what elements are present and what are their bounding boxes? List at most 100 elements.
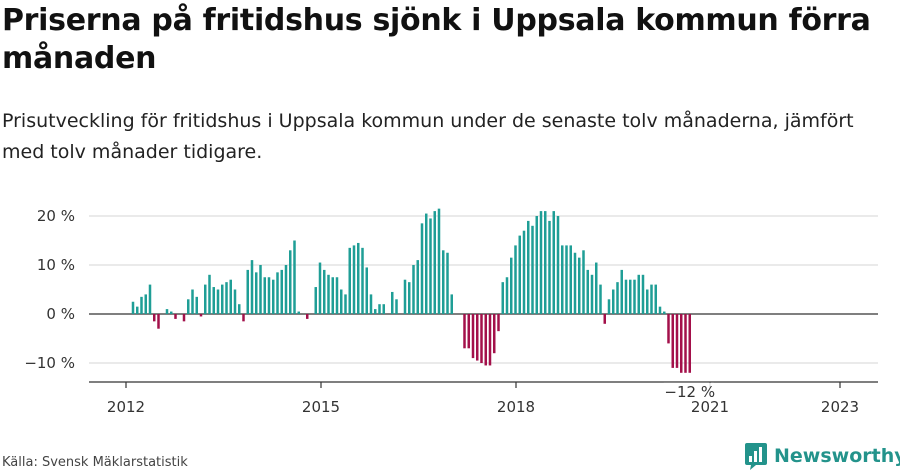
- bar: [599, 284, 602, 314]
- x-tick-label: 2018: [497, 398, 535, 416]
- last-value-label: −12 %: [664, 383, 715, 401]
- bar: [663, 311, 666, 314]
- bar: [165, 309, 169, 314]
- bar: [612, 289, 615, 314]
- bar: [246, 269, 249, 314]
- bar: [518, 235, 521, 314]
- bar: [450, 294, 453, 314]
- bar: [148, 284, 152, 314]
- bar: [314, 287, 317, 314]
- last-value-label-bg: [663, 382, 714, 400]
- bar: [374, 309, 377, 314]
- y-tick-label: 0 %: [46, 305, 75, 323]
- bar: [276, 272, 279, 314]
- bar: [637, 274, 640, 314]
- brand-name: Newsworthy: [774, 445, 900, 467]
- source-note: Källa: Svensk Mäklarstatistik: [2, 455, 188, 470]
- bar: [174, 314, 177, 319]
- newsworthy-logo-icon: [745, 443, 767, 470]
- bar: [340, 289, 343, 314]
- bar: [607, 299, 611, 314]
- bar: [242, 314, 245, 322]
- bar: [510, 257, 513, 314]
- bar: [225, 282, 228, 314]
- bar: [505, 277, 509, 314]
- bar: [565, 245, 568, 314]
- bar: [416, 260, 419, 314]
- bar: [522, 230, 526, 314]
- bar: [195, 296, 198, 314]
- bar: [595, 262, 598, 314]
- bar: [442, 250, 445, 314]
- bar: [267, 277, 271, 314]
- bar: [361, 247, 364, 314]
- bar: [403, 279, 407, 314]
- bar: [250, 260, 254, 314]
- bar: [199, 314, 203, 317]
- bar: [420, 223, 424, 314]
- bar: [318, 262, 322, 314]
- page-subtitle: Prisutveckling för fritidshus i Uppsala …: [2, 110, 854, 163]
- bar: [556, 216, 560, 314]
- bar: [531, 225, 534, 314]
- bar: [433, 211, 436, 314]
- bar: [327, 274, 330, 314]
- x-tick-label: 2021: [691, 398, 729, 416]
- y-tick-label: 20 %: [37, 207, 75, 225]
- bar: [293, 240, 296, 314]
- bar: [378, 304, 381, 314]
- bar: [408, 282, 411, 314]
- bar: [323, 269, 326, 314]
- bar: [357, 242, 360, 314]
- bar: [425, 213, 428, 314]
- bar: [187, 299, 190, 314]
- bar: [208, 274, 211, 314]
- bar: [476, 314, 479, 361]
- bar: [233, 289, 237, 314]
- bar: [369, 294, 373, 314]
- bar: [204, 284, 207, 314]
- bar: [624, 279, 628, 314]
- bar: [170, 311, 173, 314]
- bar: [255, 272, 258, 314]
- bar: [280, 269, 283, 314]
- bar: [259, 265, 262, 314]
- bar: [488, 314, 492, 366]
- y-tick-label: 10 %: [37, 256, 75, 274]
- bar: [501, 282, 504, 314]
- bar: [654, 284, 657, 314]
- bar: [191, 289, 194, 314]
- bar: [590, 274, 594, 314]
- bar: [658, 306, 662, 314]
- bar: [229, 279, 232, 314]
- bar: [527, 220, 530, 314]
- bar: [667, 314, 670, 344]
- bar: [688, 314, 691, 373]
- bar: [497, 314, 500, 332]
- bar: [153, 314, 156, 322]
- bar: [620, 269, 623, 314]
- page-title: Priserna på fritidshus sjönk i Uppsala k…: [2, 3, 871, 76]
- bar: [335, 277, 339, 314]
- brand-logo: Newsworthy: [744, 440, 900, 472]
- bar: [140, 296, 143, 314]
- bar: [680, 314, 683, 373]
- x-tick-label: 2012: [107, 398, 145, 416]
- bar: [131, 301, 135, 314]
- bar: [484, 314, 487, 366]
- bar: [573, 252, 577, 314]
- y-tick-label: −10 %: [24, 354, 75, 372]
- bar: [552, 211, 555, 314]
- bar: [391, 291, 394, 314]
- bar: [675, 314, 679, 368]
- bar: [395, 299, 398, 314]
- bar: [136, 306, 139, 314]
- bar: [561, 245, 564, 314]
- bar: [446, 252, 449, 314]
- bar: [650, 284, 653, 314]
- bar: [284, 265, 288, 314]
- bar: [646, 289, 649, 314]
- bar: [633, 279, 636, 314]
- bar: [238, 304, 241, 314]
- bar: [348, 247, 351, 314]
